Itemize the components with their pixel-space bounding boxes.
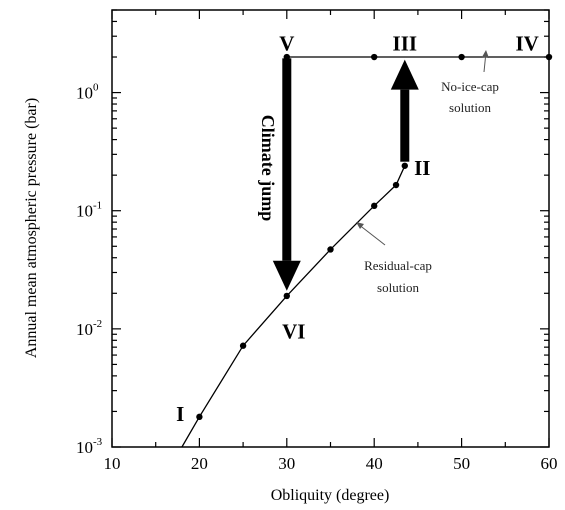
y-tick-exponent: -1 bbox=[93, 200, 102, 212]
residual-cap-point bbox=[239, 342, 247, 349]
point-label-iii: III bbox=[393, 32, 418, 56]
x-tick-label: 60 bbox=[541, 454, 558, 473]
x-tick-label: 10 bbox=[104, 454, 121, 473]
y-tick-label: 10 bbox=[76, 438, 93, 457]
y-tick-exponent: -3 bbox=[93, 436, 103, 448]
climate-jump-down-arrow-shaft bbox=[282, 58, 292, 261]
residual-cap-point bbox=[283, 292, 290, 300]
x-tick-label: 20 bbox=[191, 454, 208, 473]
y-axis-label: Annual mean atmospheric pressure (bar) bbox=[23, 98, 40, 358]
axis-ticks bbox=[111, 9, 550, 448]
no-ice-cap-point bbox=[545, 53, 553, 61]
point-label-v: V bbox=[279, 32, 294, 56]
residual-cap-point bbox=[401, 162, 408, 169]
point-label-i: I bbox=[176, 402, 184, 426]
residual-cap-point bbox=[196, 413, 203, 421]
residual-cap-pointer-head bbox=[356, 222, 364, 229]
climate-jump-label: Climate jump bbox=[258, 115, 278, 222]
residual-cap-point bbox=[327, 246, 334, 253]
climate-jump-up-arrow-head bbox=[390, 59, 419, 90]
point-label-ii: II bbox=[414, 156, 430, 180]
x-tick-label: 40 bbox=[366, 454, 383, 473]
y-tick-exponent: -2 bbox=[93, 318, 102, 330]
climate-jump-up-arrow-shaft bbox=[400, 89, 410, 162]
series-layer bbox=[181, 53, 553, 448]
climate-jump-down-arrow-head bbox=[272, 260, 301, 291]
no-ice-cap-point bbox=[458, 53, 465, 61]
y-tick-exponent: 0 bbox=[93, 82, 99, 94]
point-label-iv: IV bbox=[515, 32, 538, 56]
y-tick-label: 10 bbox=[76, 84, 93, 103]
no-ice-cap-note: No-ice-cap bbox=[441, 79, 499, 94]
residual-cap-pointer bbox=[357, 223, 386, 246]
residual-cap-line bbox=[181, 165, 406, 448]
x-tick-label: 50 bbox=[453, 454, 470, 473]
x-tick-label: 30 bbox=[278, 454, 295, 473]
x-axis-label: Obliquity (degree) bbox=[271, 487, 390, 504]
residual-cap-point bbox=[392, 181, 400, 189]
point-label-vi: VI bbox=[282, 319, 305, 343]
no-ice-cap-point bbox=[371, 53, 378, 61]
y-tick-label: 10 bbox=[76, 320, 93, 339]
residual-cap-note: solution bbox=[377, 280, 419, 295]
plot-frame bbox=[111, 9, 550, 448]
no-ice-cap-note: solution bbox=[449, 100, 491, 115]
no-ice-cap-pointer-head bbox=[482, 50, 489, 58]
residual-cap-point bbox=[371, 202, 378, 210]
y-tick-label: 10 bbox=[76, 202, 93, 221]
residual-cap-note: Residual-cap bbox=[364, 258, 432, 273]
